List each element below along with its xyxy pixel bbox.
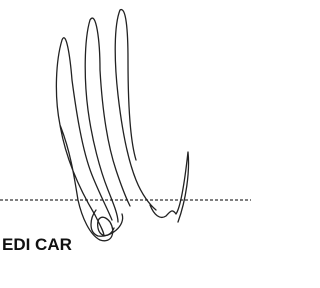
page: EDI CAR (() => { const data = JSON.parse…: [0, 0, 251, 288]
signature: [56, 10, 188, 241]
signature-page: EDI CAR: [0, 0, 251, 288]
signature-flourish: [91, 210, 123, 236]
signer-name: EDI CAR: [2, 235, 72, 254]
